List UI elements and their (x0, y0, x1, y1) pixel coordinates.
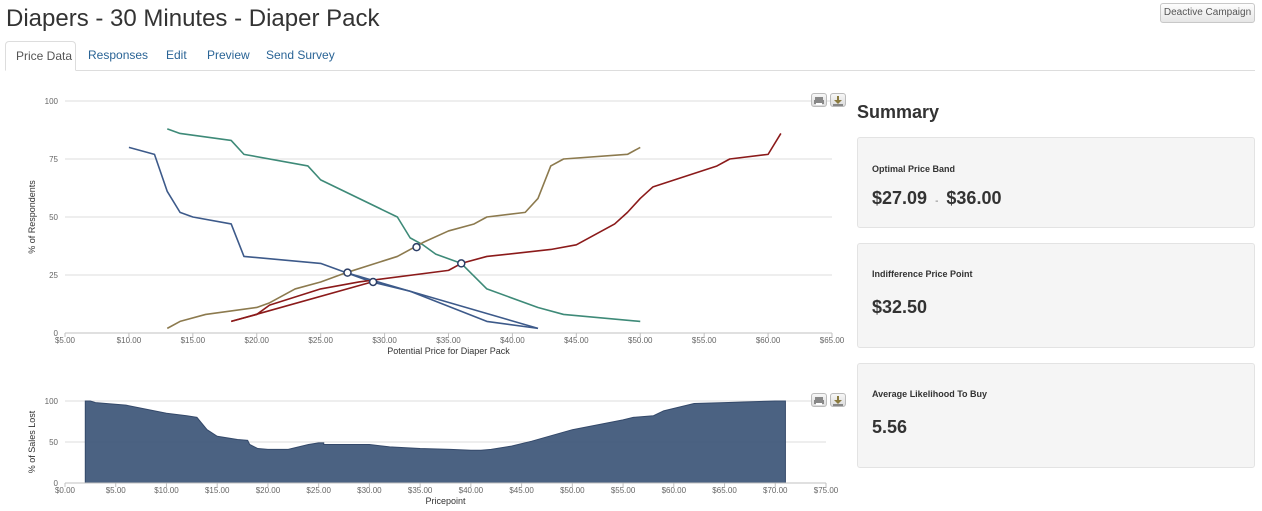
x-tick-label: $5.00 (55, 336, 76, 345)
price-band-low: $27.09 (872, 188, 928, 208)
x-tick-label: $65.00 (712, 486, 737, 495)
x-tick-label: $25.00 (306, 486, 331, 495)
x-tick-label: $0.00 (55, 486, 76, 495)
chart2-download-button[interactable] (830, 393, 846, 407)
tab-send-survey[interactable]: Send Survey (266, 48, 335, 62)
price-sensitivity-chart: 0 25 50 75 100 $5.00 $10.00 $15.00 $20.00 $25.00 $… (27, 97, 845, 356)
y-tick-label: 50 (49, 213, 58, 222)
series-line-2 (166, 146, 641, 330)
tab-edit[interactable]: Edit (166, 48, 187, 62)
indifference-price-point-value: $32.50 (872, 297, 928, 317)
sales-lost-area (84, 400, 786, 484)
optimal-price-band-card: Optimal Price Band $27.09- $36.00 (857, 137, 1255, 228)
tab-bar: Price Data Responses Edit Preview Send S… (5, 41, 1255, 71)
price-band-separator: - (935, 196, 939, 207)
download-icon (833, 96, 843, 106)
x-tick-label: $50.00 (628, 336, 653, 345)
tab-responses[interactable]: Responses (88, 48, 149, 62)
deactivate-campaign-button[interactable]: Deactive Campaign (1160, 3, 1255, 23)
intersection-marker (412, 242, 421, 252)
chart1-print-button[interactable] (811, 93, 827, 107)
series-line-3 (230, 133, 782, 323)
x-tick-label: $20.00 (245, 336, 270, 345)
average-likelihood-label: Average Likelihood To Buy (872, 389, 988, 399)
y-tick-label: 0 (54, 329, 59, 338)
download-icon (833, 396, 843, 406)
x-tick-label: $10.00 (117, 336, 142, 345)
y-tick-label: 25 (49, 271, 58, 280)
y-axis-title: % of Respondents (27, 180, 37, 254)
intersection-marker (343, 268, 352, 277)
price-band-high: $36.00 (946, 188, 1002, 208)
intersection-marker (368, 277, 378, 287)
x-tick-label: $75.00 (814, 486, 839, 495)
y-axis-title: % of Sales Lost (27, 410, 37, 473)
average-likelihood-value: 5.56 (872, 417, 908, 437)
chart1-download-button[interactable] (830, 93, 846, 107)
y-tick-label: 75 (49, 155, 58, 164)
intersection-marker (457, 259, 466, 268)
print-icon (814, 97, 824, 105)
y-tick-label: 50 (49, 438, 58, 447)
series-line-1 (166, 128, 641, 323)
x-tick-label: $10.00 (154, 486, 179, 495)
x-tick-label: $55.00 (692, 336, 717, 345)
x-tick-label: $5.00 (106, 486, 127, 495)
x-tick-label: $15.00 (205, 486, 230, 495)
x-tick-label: $50.00 (560, 486, 585, 495)
x-tick-label: $60.00 (756, 336, 781, 345)
y-tick-label: 100 (45, 397, 59, 406)
x-tick-label: $30.00 (372, 336, 397, 345)
chart2-print-button[interactable] (811, 393, 827, 407)
print-icon (814, 397, 824, 405)
sales-lost-chart: 0 50 100 $0.00 $5.00 $10.00 $15.00 $20.00 $25.00… (27, 397, 839, 506)
tab-preview[interactable]: Preview (207, 48, 250, 62)
x-tick-label: $45.00 (564, 336, 589, 345)
x-tick-label: $55.00 (611, 486, 636, 495)
average-likelihood-card: Average Likelihood To Buy 5.56 (857, 363, 1255, 468)
x-tick-label: $65.00 (820, 336, 845, 345)
x-tick-label: $40.00 (459, 486, 484, 495)
x-tick-label: $35.00 (408, 486, 433, 495)
x-axis-title: Pricepoint (425, 496, 466, 506)
indifference-price-point-card: Indifference Price Point $32.50 (857, 243, 1255, 348)
series-line-0 (128, 146, 539, 330)
x-tick-label: $45.00 (509, 486, 534, 495)
optimal-price-band-label: Optimal Price Band (872, 164, 956, 174)
optimal-price-band-value: $27.09- $36.00 (872, 188, 1001, 209)
y-tick-label: 0 (54, 479, 59, 488)
x-tick-label: $20.00 (256, 486, 281, 495)
page-title: Diapers - 30 Minutes - Diaper Pack (6, 5, 380, 32)
x-tick-label: $35.00 (436, 336, 461, 345)
x-tick-label: $40.00 (500, 336, 525, 345)
y-tick-label: 100 (45, 97, 59, 106)
tab-price-data[interactable]: Price Data (5, 41, 76, 71)
x-tick-label: $60.00 (662, 486, 687, 495)
summary-title: Summary (857, 102, 940, 122)
series-line-5 (230, 281, 373, 323)
series-line-4 (346, 271, 539, 330)
x-tick-label: $15.00 (181, 336, 206, 345)
x-tick-label: $30.00 (357, 486, 382, 495)
x-tick-label: $70.00 (763, 486, 788, 495)
x-axis-title: Potential Price for Diaper Pack (387, 346, 510, 356)
x-tick-label: $25.00 (308, 336, 333, 345)
indifference-price-point-label: Indifference Price Point (872, 269, 973, 279)
